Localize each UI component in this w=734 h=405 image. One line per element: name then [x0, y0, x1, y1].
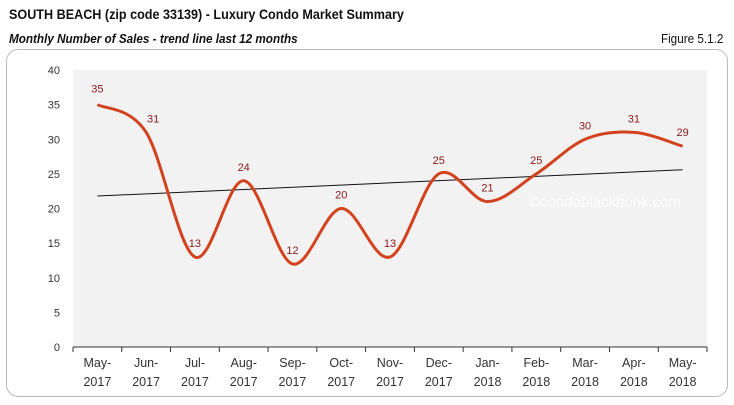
y-tick-label: 15	[48, 238, 60, 250]
x-tick-label: 2017	[376, 375, 404, 389]
x-tick-label: Mar-	[572, 356, 598, 370]
data-label: 25	[433, 155, 445, 167]
y-tick-label: 5	[54, 307, 60, 319]
y-tick-label: 30	[48, 134, 60, 146]
x-tick-label: 2018	[669, 375, 697, 389]
y-tick-label: 35	[48, 100, 60, 112]
x-tick-label: 2018	[571, 375, 599, 389]
x-tick-label: 2017	[132, 375, 160, 389]
chart-title: SOUTH BEACH (zip code 33139) - Luxury Co…	[9, 6, 404, 22]
plot-area	[73, 70, 707, 347]
x-tick-label: Jun-	[134, 356, 158, 370]
x-tick-label: Oct-	[329, 356, 353, 370]
y-tick-label: 40	[48, 65, 60, 77]
x-tick-label: Sep-	[279, 356, 305, 370]
y-tick-label: 10	[48, 273, 60, 285]
x-tick-label: 2017	[181, 375, 209, 389]
data-label: 20	[335, 190, 347, 202]
watermark: ©condoblackbook.com	[529, 194, 681, 211]
x-tick-label: 2017	[425, 375, 453, 389]
data-label: 21	[481, 183, 493, 195]
data-label: 30	[579, 120, 591, 132]
x-tick-label: Jan-	[475, 356, 499, 370]
trend-line	[97, 169, 683, 197]
chart-frame	[6, 49, 728, 397]
data-label: 13	[189, 238, 201, 250]
x-tick-label: Nov-	[377, 356, 403, 370]
chart-subtitle: Monthly Number of Sales - trend line las…	[9, 31, 298, 46]
y-tick-label: 0	[54, 342, 60, 354]
x-tick-label: 2017	[230, 375, 258, 389]
data-label: 35	[91, 84, 103, 96]
x-tick-label: 2017	[83, 375, 111, 389]
y-tick-label: 25	[48, 169, 60, 181]
y-tick-label: 20	[48, 204, 60, 216]
x-tick-label: May-	[83, 356, 111, 370]
x-tick-label: Apr-	[622, 356, 646, 370]
sales-line	[96, 103, 684, 266]
x-tick-label: 2017	[279, 375, 307, 389]
data-label: 13	[384, 238, 396, 250]
x-tick-label: 2018	[522, 375, 550, 389]
data-label: 31	[628, 113, 640, 125]
x-tick-label: Feb-	[523, 356, 549, 370]
figure-number: Figure 5.1.2	[660, 31, 723, 46]
data-label: 25	[530, 155, 542, 167]
x-tick-label: 2018	[474, 375, 502, 389]
x-tick-label: Jul-	[185, 356, 205, 370]
x-tick-label: 2018	[620, 375, 648, 389]
x-tick-label: Dec-	[426, 356, 452, 370]
x-tick-label: 2017	[327, 375, 355, 389]
data-label: 29	[676, 127, 688, 139]
data-label: 31	[147, 113, 159, 125]
x-tick-label: May-	[669, 356, 697, 370]
data-label: 12	[286, 245, 298, 257]
data-label: 24	[238, 162, 250, 174]
x-tick-label: Aug-	[230, 356, 256, 370]
